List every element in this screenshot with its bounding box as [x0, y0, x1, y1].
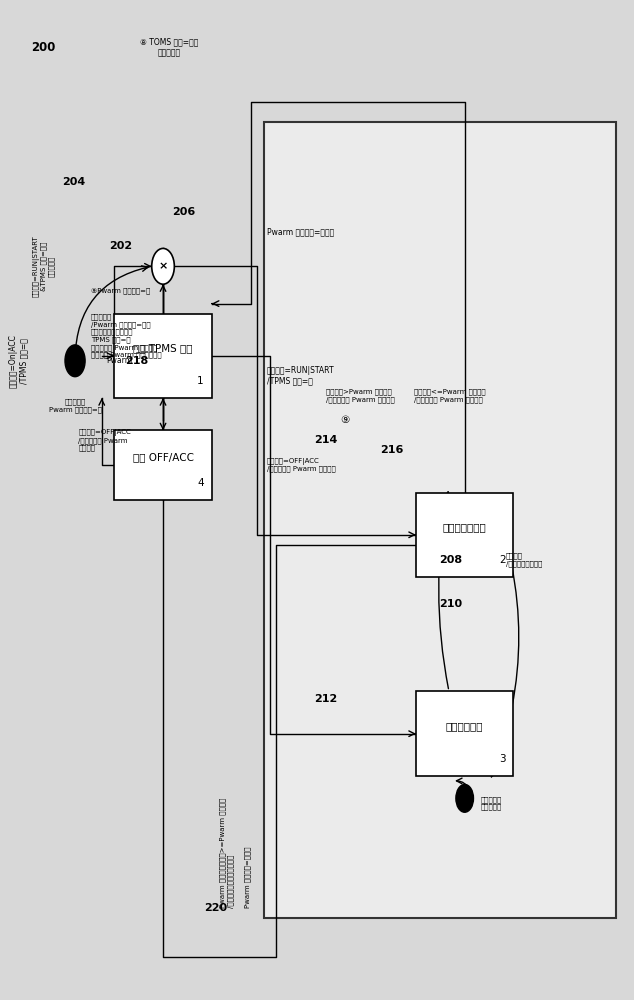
Text: 218: 218	[126, 356, 148, 366]
Text: ⑨: ⑨	[340, 415, 350, 425]
Text: Pwarm: Pwarm	[106, 356, 132, 365]
Text: 216: 216	[380, 445, 403, 455]
FancyBboxPatch shape	[114, 430, 212, 500]
Text: Pwarm 认知状态=已确认: Pwarm 认知状态=已确认	[245, 846, 251, 908]
Text: 206: 206	[172, 207, 196, 217]
Text: 2: 2	[499, 555, 505, 565]
Text: （无条件）
/Pwarm 获知状态=计算
初始化前三个轮胎压力
TPMS 重置=空
停止计时器 Pwarm 车辆运动
将计时器 Pwarm 车辆运动计零: （无条件） /Pwarm 获知状态=计算 初始化前三个轮胎压力 TPMS 重置=…	[91, 314, 162, 358]
Text: 3: 3	[499, 754, 505, 764]
Text: （无条件）
（无动作）: （无条件） （无动作）	[481, 796, 501, 810]
Text: 210: 210	[439, 599, 463, 609]
Text: Pwarm 认知状态=已确认: Pwarm 认知状态=已确认	[267, 227, 334, 236]
Text: ⑧ TOMS 重置=原置
（无动作）: ⑧ TOMS 重置=原置 （无动作）	[140, 38, 198, 57]
Circle shape	[456, 784, 474, 812]
Text: 车辆速度<=Pwarm 速度阈值
/停止计时器 Pwarm 车辆运动: 车辆速度<=Pwarm 速度阈值 /停止计时器 Pwarm 车辆运动	[415, 388, 486, 403]
Text: 204: 204	[63, 177, 86, 187]
Text: 点火 OFF/ACC: 点火 OFF/ACC	[133, 452, 193, 462]
Circle shape	[152, 248, 174, 284]
Text: 212: 212	[314, 694, 337, 704]
Text: 点火状态=On|ACC
/TPMS 重置=空: 点火状态=On|ACC /TPMS 重置=空	[9, 334, 28, 388]
Text: 周期性地
/获取三个轮胎压力: 周期性地 /获取三个轮胎压力	[505, 553, 542, 567]
Text: 车辆速度>Pwarm 速度阈值
/启动计时器 Pwarm 车辆运动: 车辆速度>Pwarm 速度阈值 /启动计时器 Pwarm 车辆运动	[327, 388, 395, 403]
FancyBboxPatch shape	[114, 314, 212, 398]
Text: Pwarm 车辆运动计时器>=Pwarm 持续时间
/对前三个轮胎压力取平均值: Pwarm 车辆运动计时器>=Pwarm 持续时间 /对前三个轮胎压力取平均值	[219, 797, 234, 908]
FancyBboxPatch shape	[264, 122, 616, 918]
Text: ⑨Pwarm 获知状态=空: ⑨Pwarm 获知状态=空	[91, 288, 150, 294]
FancyBboxPatch shape	[416, 493, 514, 577]
Text: 208: 208	[439, 555, 463, 565]
Text: 车辆处于运动中: 车辆处于运动中	[443, 522, 486, 532]
Text: 4: 4	[197, 478, 204, 488]
Text: 220: 220	[204, 903, 227, 913]
Text: 202: 202	[110, 241, 133, 251]
Text: 214: 214	[314, 435, 337, 445]
Text: （无条件）
Pwarm 获知状态=空: （无条件） Pwarm 获知状态=空	[49, 398, 101, 413]
Text: 点火状态=RUN|START
/TPMS 重置=空: 点火状态=RUN|START /TPMS 重置=空	[267, 366, 334, 385]
Text: ×: ×	[158, 261, 168, 271]
Text: 200: 200	[31, 41, 55, 54]
FancyBboxPatch shape	[416, 691, 514, 776]
Text: 1: 1	[197, 376, 204, 386]
Text: 等待车辆运动: 等待车辆运动	[446, 721, 484, 731]
Circle shape	[65, 345, 85, 377]
Text: 等待 TPMS 重置: 等待 TPMS 重置	[133, 343, 193, 353]
Text: 点火状态=OFF|ACC
/停止计时器 Pwarm 车辆运动: 点火状态=OFF|ACC /停止计时器 Pwarm 车辆运动	[267, 458, 335, 472]
Text: 点火状态=OFF|ACC
/停止计时器 Pwarm
车辆运动: 点火状态=OFF|ACC /停止计时器 Pwarm 车辆运动	[78, 429, 131, 451]
Text: 点火状态=RUN|START
&TPMS 重置=重置
（无动作）: 点火状态=RUN|START &TPMS 重置=重置 （无动作）	[32, 235, 55, 297]
